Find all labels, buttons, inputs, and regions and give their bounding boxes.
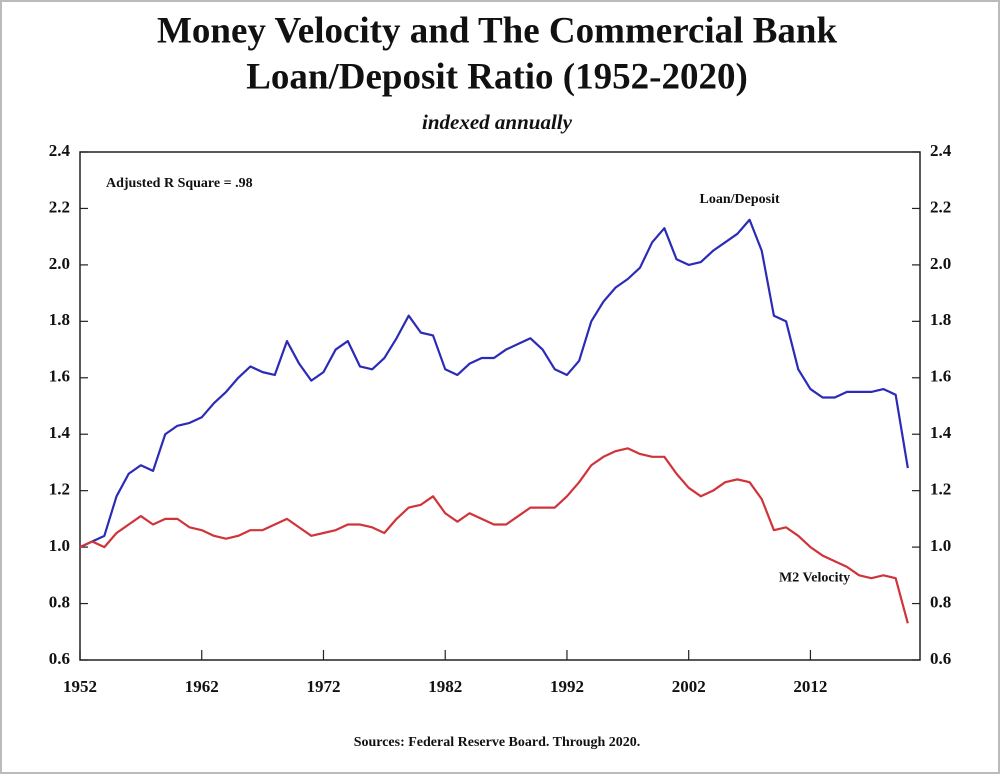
y2-tick-label: 0.6 xyxy=(930,649,951,668)
y-tick-label: 2.4 xyxy=(49,141,71,160)
y-tick-label: 1.0 xyxy=(49,536,70,555)
x-tick-label: 2012 xyxy=(793,677,827,696)
x-tick-label: 1952 xyxy=(63,677,97,696)
y2-tick-label: 1.0 xyxy=(930,536,951,555)
y2-tick-label: 1.8 xyxy=(930,310,951,329)
y-tick-label: 0.6 xyxy=(49,649,70,668)
y-tick-label: 1.8 xyxy=(49,310,70,329)
x-tick-label: 1992 xyxy=(550,677,584,696)
x-tick-label: 1972 xyxy=(306,677,340,696)
y2-tick-label: 1.6 xyxy=(930,367,951,386)
y-tick-label: 2.0 xyxy=(49,254,70,273)
y2-tick-label: 0.8 xyxy=(930,592,951,611)
series-label: M2 Velocity xyxy=(779,570,850,585)
y2-tick-label: 1.2 xyxy=(930,480,951,499)
source: Sources: Federal Reserve Board. Through … xyxy=(354,735,641,750)
y2-tick-label: 2.4 xyxy=(930,141,952,160)
y2-tick-label: 2.2 xyxy=(930,197,951,216)
x-tick-label: 2002 xyxy=(672,677,706,696)
chart-title: Loan/Deposit Ratio (1952-2020) xyxy=(246,56,748,97)
chart-title: Money Velocity and The Commercial Bank xyxy=(157,10,837,51)
series-line xyxy=(79,447,909,624)
y-tick-label: 1.4 xyxy=(49,423,71,442)
y2-tick-label: 1.4 xyxy=(930,423,952,442)
annotation: Adjusted R Square = .98 xyxy=(106,176,253,191)
y-tick-label: 2.2 xyxy=(49,197,70,216)
x-tick-label: 1962 xyxy=(185,677,219,696)
y-tick-label: 0.8 xyxy=(49,592,70,611)
y-tick-label: 1.2 xyxy=(49,480,70,499)
series-line xyxy=(79,218,909,549)
series-label: Loan/Deposit xyxy=(700,192,780,207)
x-tick-label: 1982 xyxy=(428,677,462,696)
y2-tick-label: 2.0 xyxy=(930,254,951,273)
plot-area xyxy=(79,151,921,661)
y-tick-label: 1.6 xyxy=(49,367,70,386)
chart-subtitle: indexed annually xyxy=(422,110,573,134)
